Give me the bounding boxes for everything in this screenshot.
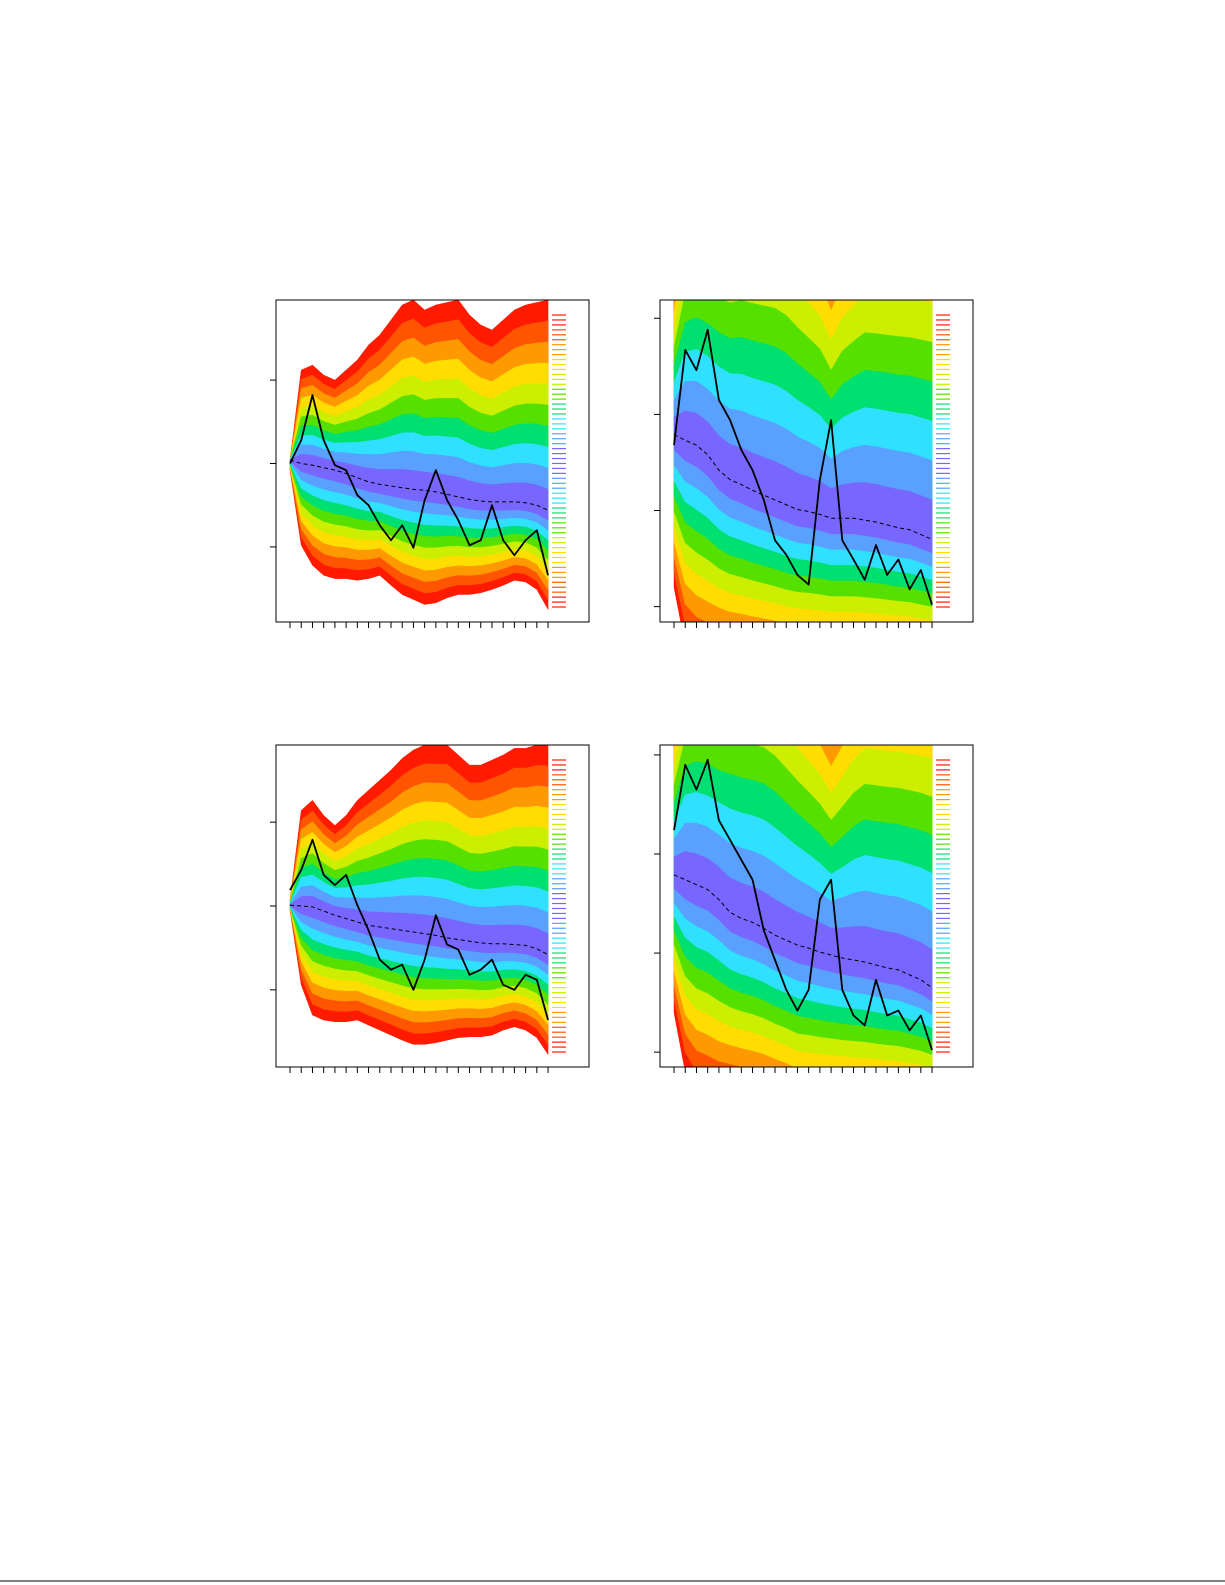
fan-chart [289, 300, 549, 611]
median-line [289, 904, 549, 956]
fan-band [289, 453, 549, 521]
observed-line [289, 838, 549, 1021]
fan-chart [289, 745, 549, 1056]
observed-line [673, 758, 933, 1051]
observed-line [289, 394, 549, 576]
plot-frame [659, 744, 974, 1068]
fan-band [673, 410, 933, 554]
plot-frame [275, 299, 590, 623]
observed-line [673, 328, 933, 605]
median-line [673, 434, 933, 540]
median-line [289, 459, 549, 511]
plot-frame [659, 299, 974, 623]
median-line [673, 874, 933, 989]
fan-chart [673, 300, 933, 622]
fan-band [289, 895, 549, 966]
fan-band [673, 851, 933, 1002]
fan-chart [673, 745, 933, 1067]
